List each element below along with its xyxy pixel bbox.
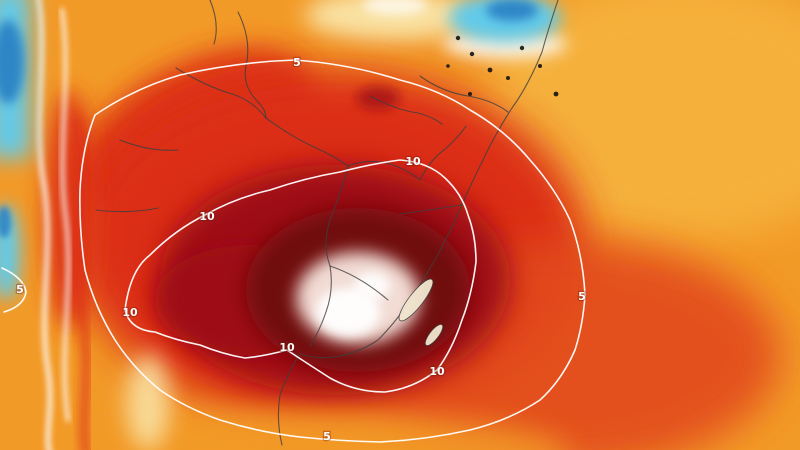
- contour-label: 10: [279, 341, 295, 354]
- contour-labels: 5 10 10 5 10 5 10 10 5: [15, 55, 587, 445]
- contour-label: 10: [405, 155, 421, 168]
- lagoon-patos: [398, 278, 434, 322]
- contour-label: 5: [578, 290, 586, 303]
- contour-label: 10: [122, 306, 138, 319]
- lagoon-mirim: [424, 323, 444, 347]
- contour-5: [79, 59, 586, 443]
- contour-5-west: [1, 267, 27, 313]
- contour-label: 5: [323, 430, 331, 443]
- urban-area-marks: [446, 35, 559, 97]
- anomaly-contours: [1, 59, 586, 443]
- contour-label: 5: [293, 56, 301, 69]
- contour-label: 5: [16, 283, 24, 296]
- contour-10: [124, 159, 477, 393]
- contour-label: 10: [199, 210, 215, 223]
- contour-label: 10: [429, 365, 445, 378]
